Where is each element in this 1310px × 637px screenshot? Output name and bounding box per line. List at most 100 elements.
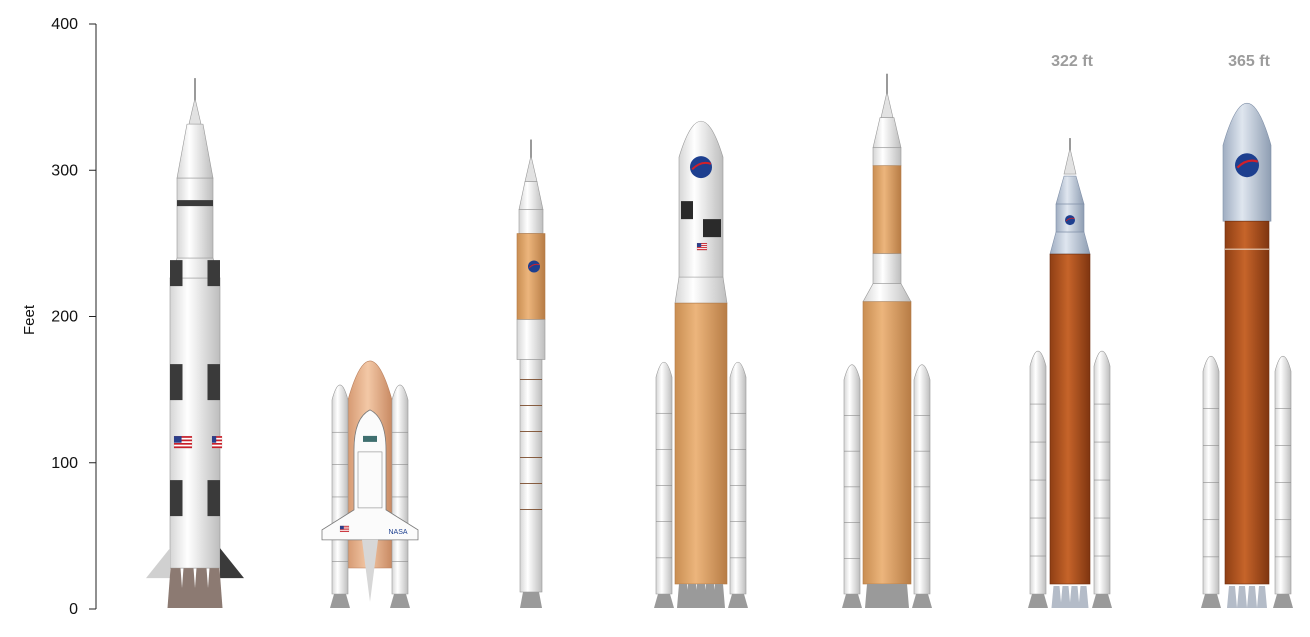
y-tick-label: 0 (69, 601, 78, 618)
f1-engine (180, 568, 197, 608)
f1-engine (206, 568, 223, 608)
flag-stripe (340, 531, 349, 532)
rs25-engine (1257, 586, 1267, 608)
rocket-bar (654, 121, 748, 608)
flag-canton (174, 436, 182, 443)
us-flag-icon (173, 435, 193, 449)
upper-stage (872, 165, 902, 255)
nasa-meatball-icon (1235, 153, 1259, 178)
rocket-bar (516, 139, 546, 608)
rocket-bar: NASA (321, 360, 419, 608)
y-axis-title: Feet (21, 304, 38, 335)
flag-stripe (212, 436, 222, 438)
flag-stripe (212, 446, 222, 449)
flag-canton (697, 243, 702, 247)
nasa-swoosh (528, 263, 540, 269)
y-tick-label: 300 (51, 162, 78, 179)
us-flag-icon (696, 242, 708, 251)
rocket-bar (146, 78, 244, 608)
solid-rocket-booster (1202, 355, 1220, 595)
rocket-bar (842, 73, 932, 608)
rs68-engine (686, 584, 698, 608)
escape-motor (188, 98, 202, 125)
roll-pattern (207, 260, 220, 287)
fin (220, 548, 244, 579)
rs68-engine (713, 584, 725, 608)
command-module (176, 123, 214, 179)
solid-rocket-booster (843, 364, 861, 595)
rocket-bar: 365 ft (1201, 53, 1293, 608)
solid-rocket-booster (1029, 350, 1047, 595)
flag-stripe (174, 436, 192, 438)
rs25-engine (1247, 586, 1257, 608)
orion-capsule (1055, 175, 1085, 205)
flag-stripe (340, 525, 349, 527)
payload-shroud (678, 121, 724, 278)
third-stage (176, 177, 214, 259)
rocket-bar: 322 ft (1028, 53, 1112, 608)
booster-nozzle (1028, 594, 1048, 608)
interstage (674, 276, 728, 304)
roll-pattern (207, 480, 220, 517)
solid-rocket-booster (331, 384, 349, 595)
escape-motor (880, 91, 894, 119)
nasa-meatball-icon (528, 260, 540, 273)
escape-motor (1063, 148, 1077, 175)
nasa-meatball-icon (1065, 215, 1075, 226)
booster-nozzle (912, 594, 932, 608)
us-flag-icon (211, 435, 223, 449)
flag-stripe (212, 442, 222, 445)
solid-rocket-booster (391, 384, 409, 595)
rs25-engine (1078, 586, 1089, 608)
service-module (872, 147, 902, 167)
data-label: 322 ft (1051, 53, 1093, 70)
rs25-engine (1060, 586, 1071, 608)
flag-stripe (697, 245, 707, 247)
y-axis-ticks: 0 100 200 300 400 (51, 16, 96, 618)
solid-rocket-booster (913, 364, 931, 595)
data-label: 365 ft (1228, 53, 1270, 70)
orbiter-window (363, 435, 377, 442)
rs68-engine (695, 584, 707, 608)
roll-pattern (207, 364, 220, 401)
rs25-engine (1227, 586, 1237, 608)
flag-stripe (340, 527, 349, 529)
rs25-engine (1069, 586, 1080, 608)
stage-band (177, 200, 213, 207)
orion-capsule (518, 181, 544, 210)
nasa-swoosh (691, 161, 712, 171)
rs25-engine (1237, 586, 1247, 608)
flag-canton (340, 525, 344, 530)
flag-stripe (697, 243, 707, 245)
flag-canton (212, 436, 217, 443)
roll-pattern (703, 219, 721, 238)
interstage (516, 319, 546, 360)
stage-adapter (1049, 231, 1091, 255)
payload-bay-door (357, 451, 383, 509)
fin (146, 548, 170, 579)
roll-pattern (681, 201, 693, 220)
nasa-swoosh (1236, 159, 1259, 169)
rocket-series: NASA 322 ft 365 ft (146, 53, 1293, 608)
flag-stripe (212, 439, 222, 442)
roll-pattern (170, 364, 183, 401)
y-tick-label: 200 (51, 309, 78, 326)
f1-engine (167, 568, 184, 608)
flag-stripe (697, 249, 707, 251)
orion-capsule (872, 117, 902, 149)
first-stage-srb (519, 359, 543, 593)
first-stage (169, 277, 221, 569)
nasa-worm-logo: NASA (388, 529, 407, 536)
y-tick-label: 400 (51, 16, 78, 33)
booster-nozzle (390, 594, 410, 608)
rs68-engine (677, 584, 689, 608)
service-module (518, 209, 544, 234)
f1-engine (193, 568, 210, 608)
flag-stripe (174, 446, 192, 449)
roll-pattern (170, 480, 183, 517)
rs68-engine (897, 584, 909, 608)
core-stage (1049, 253, 1091, 585)
booster-nozzle (1273, 594, 1293, 608)
adapter (862, 283, 912, 303)
